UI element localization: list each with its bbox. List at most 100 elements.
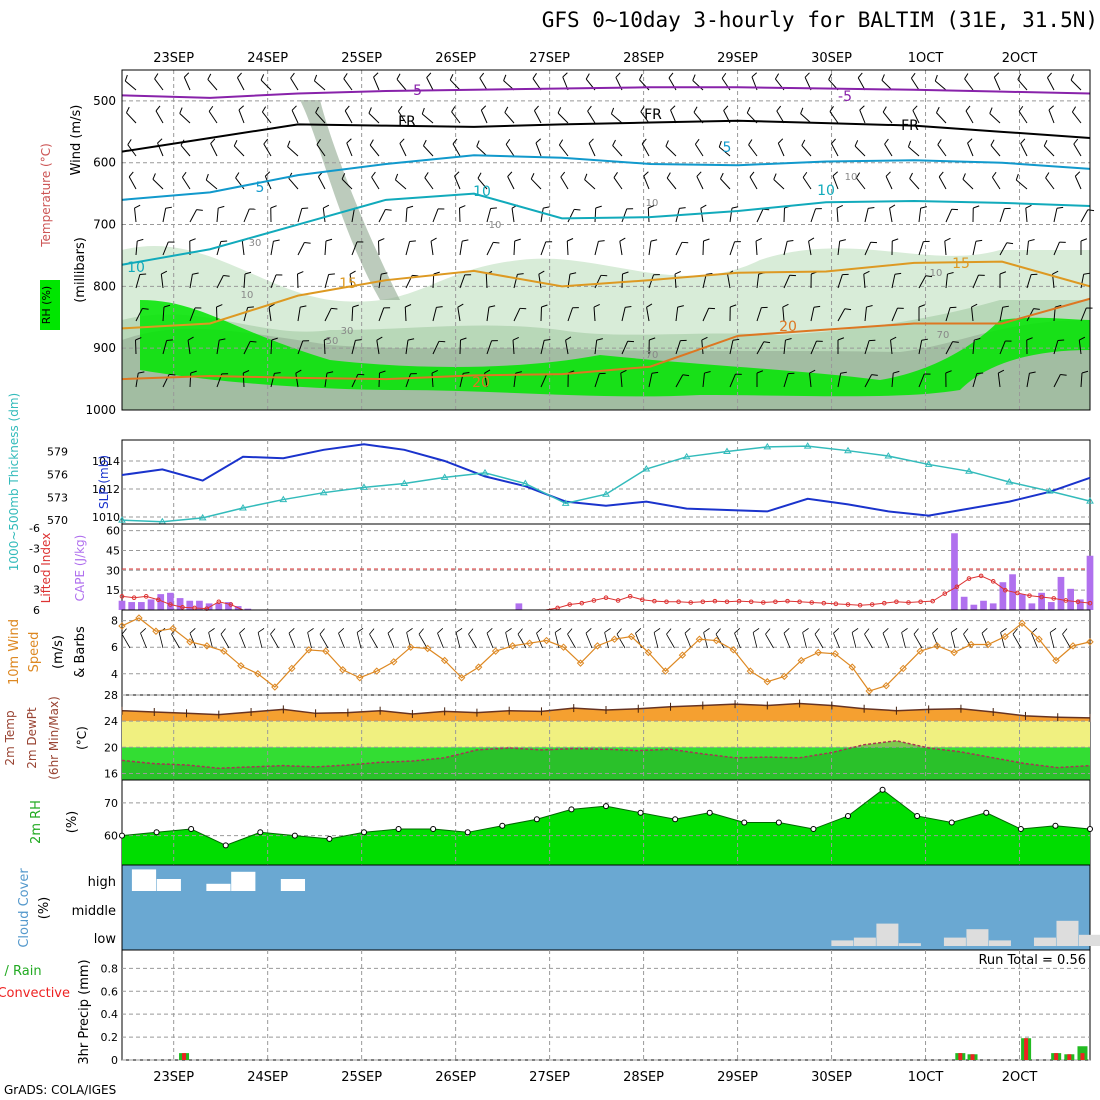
- wind10-marker: [678, 651, 687, 659]
- wind-barb-upper: [454, 171, 460, 177]
- wind-barb-10m: [604, 632, 609, 649]
- wind-barb-upper: [619, 241, 623, 256]
- temperature-axis-label: Temperature (°C): [39, 143, 53, 248]
- wind-barb-upper: [890, 340, 893, 355]
- wind-barb-upper: [343, 73, 348, 79]
- wind10-marker: [865, 687, 873, 695]
- wind-barb-upper: [210, 138, 216, 144]
- wind-barb-upper: [331, 307, 338, 310]
- date-label-top: 29SEP: [717, 51, 758, 66]
- lifted-index-marker: [180, 604, 185, 610]
- thickness-marker: [279, 495, 288, 503]
- wind-barb-10m: [802, 628, 809, 633]
- wind10-marker: [729, 646, 738, 654]
- wind-barb-10m: [338, 633, 345, 649]
- thickness-marker: [682, 452, 691, 460]
- wind-barb-upper: [749, 171, 755, 178]
- wind-barb-upper: [241, 241, 245, 256]
- wind-barb-upper: [351, 340, 356, 355]
- isotherm-line: [121, 192, 1091, 266]
- lifted-index-marker: [131, 595, 137, 601]
- wind-barb-upper: [670, 109, 677, 124]
- cloud-low-bar: [831, 940, 854, 946]
- rh2m-marker: [257, 829, 264, 836]
- wind10-marker: [220, 647, 228, 655]
- lifted-index-marker: [954, 584, 960, 590]
- wind-barb-10m: [171, 633, 180, 649]
- wind-barb-upper: [620, 373, 623, 388]
- wind-barb-upper: [828, 73, 832, 80]
- wind-barb-10m: [802, 632, 807, 649]
- wind-barb-upper: [1028, 238, 1035, 242]
- wind-barb-10m: [270, 633, 279, 649]
- lifted-index-marker: [1027, 593, 1032, 598]
- wind-barb-upper: [325, 238, 333, 242]
- cape-bar: [1057, 576, 1065, 610]
- wind-barb-upper: [260, 79, 272, 91]
- wind-barb-10m: [715, 628, 721, 635]
- cape-bar: [1028, 603, 1036, 610]
- wind-barb-upper: [801, 145, 812, 157]
- wind-barb-upper: [397, 110, 407, 124]
- wind-barb-upper: [718, 146, 731, 157]
- wind-barb-upper: [268, 307, 272, 322]
- lifted-index-marker: [591, 598, 597, 603]
- wind-barb-upper: [675, 307, 679, 322]
- wind-barb-upper: [918, 275, 927, 289]
- wind-barb-upper: [511, 208, 515, 223]
- wind-barb-upper: [593, 303, 600, 308]
- wind-barb-10m: [963, 633, 972, 649]
- precip-axis-label: 3hr Precip (mm): [77, 959, 92, 1064]
- wind-barb-upper: [540, 241, 547, 256]
- wind-barb-upper: [1002, 305, 1009, 308]
- wind-barb-upper: [297, 208, 303, 223]
- isotherm-label: 20: [779, 319, 797, 335]
- wind-barb-upper: [748, 139, 753, 146]
- wind-barb-upper: [837, 308, 846, 322]
- slp-line: [121, 443, 1091, 517]
- wind-barb-upper: [271, 337, 278, 341]
- wind-barb-upper: [1080, 238, 1088, 242]
- wind-barb-10m: [270, 628, 276, 635]
- wind-barb-upper: [854, 140, 859, 147]
- wind-barb-10m: [418, 628, 424, 635]
- wind-barb-10m: [158, 632, 164, 649]
- wind-barb-upper: [369, 139, 374, 146]
- wind-barb-10m: [121, 633, 131, 649]
- lifted-index-marker: [664, 599, 669, 605]
- wind-barb-upper: [376, 336, 383, 341]
- wind-barb-upper: [990, 144, 1001, 157]
- wind10-marker: [661, 667, 670, 675]
- wind-barb-upper: [1087, 209, 1095, 212]
- wind-barb-upper: [972, 373, 978, 388]
- wind-barb-upper: [1078, 340, 1082, 355]
- thickness-marker: [884, 452, 893, 459]
- thickness-marker: [440, 473, 449, 480]
- rh2m-marker: [672, 816, 679, 823]
- wind-barb-upper: [773, 173, 777, 180]
- rh2m-marker: [914, 812, 921, 819]
- wind-barb-upper: [1015, 173, 1019, 181]
- lifted-tick: 0: [33, 563, 40, 576]
- wind-barb-upper: [480, 110, 488, 124]
- wind-barb-upper: [854, 145, 866, 157]
- lifted-index-marker: [627, 594, 633, 599]
- rh2m-marker: [637, 809, 644, 816]
- wind-barb-upper: [620, 369, 627, 374]
- wind-barb-upper: [567, 238, 574, 242]
- wind-barb-upper: [594, 275, 602, 289]
- wind-barb-upper: [210, 143, 218, 157]
- wind-barb-upper: [910, 72, 916, 79]
- wind-barb-upper: [242, 372, 245, 388]
- wind10-marker: [1086, 638, 1094, 646]
- wind-barb-upper: [181, 176, 191, 190]
- wind-barb-upper: [324, 240, 327, 256]
- wind-barb-upper: [694, 143, 704, 157]
- wind-barb-upper: [574, 208, 581, 211]
- wind-barb-upper: [328, 273, 335, 275]
- wind-barb-upper: [1048, 109, 1055, 124]
- wind-barb-upper: [997, 373, 1001, 388]
- wind-barb-upper: [270, 274, 277, 289]
- precip-run-total: Run Total = 0.56: [978, 953, 1086, 968]
- cape-bar: [999, 582, 1007, 610]
